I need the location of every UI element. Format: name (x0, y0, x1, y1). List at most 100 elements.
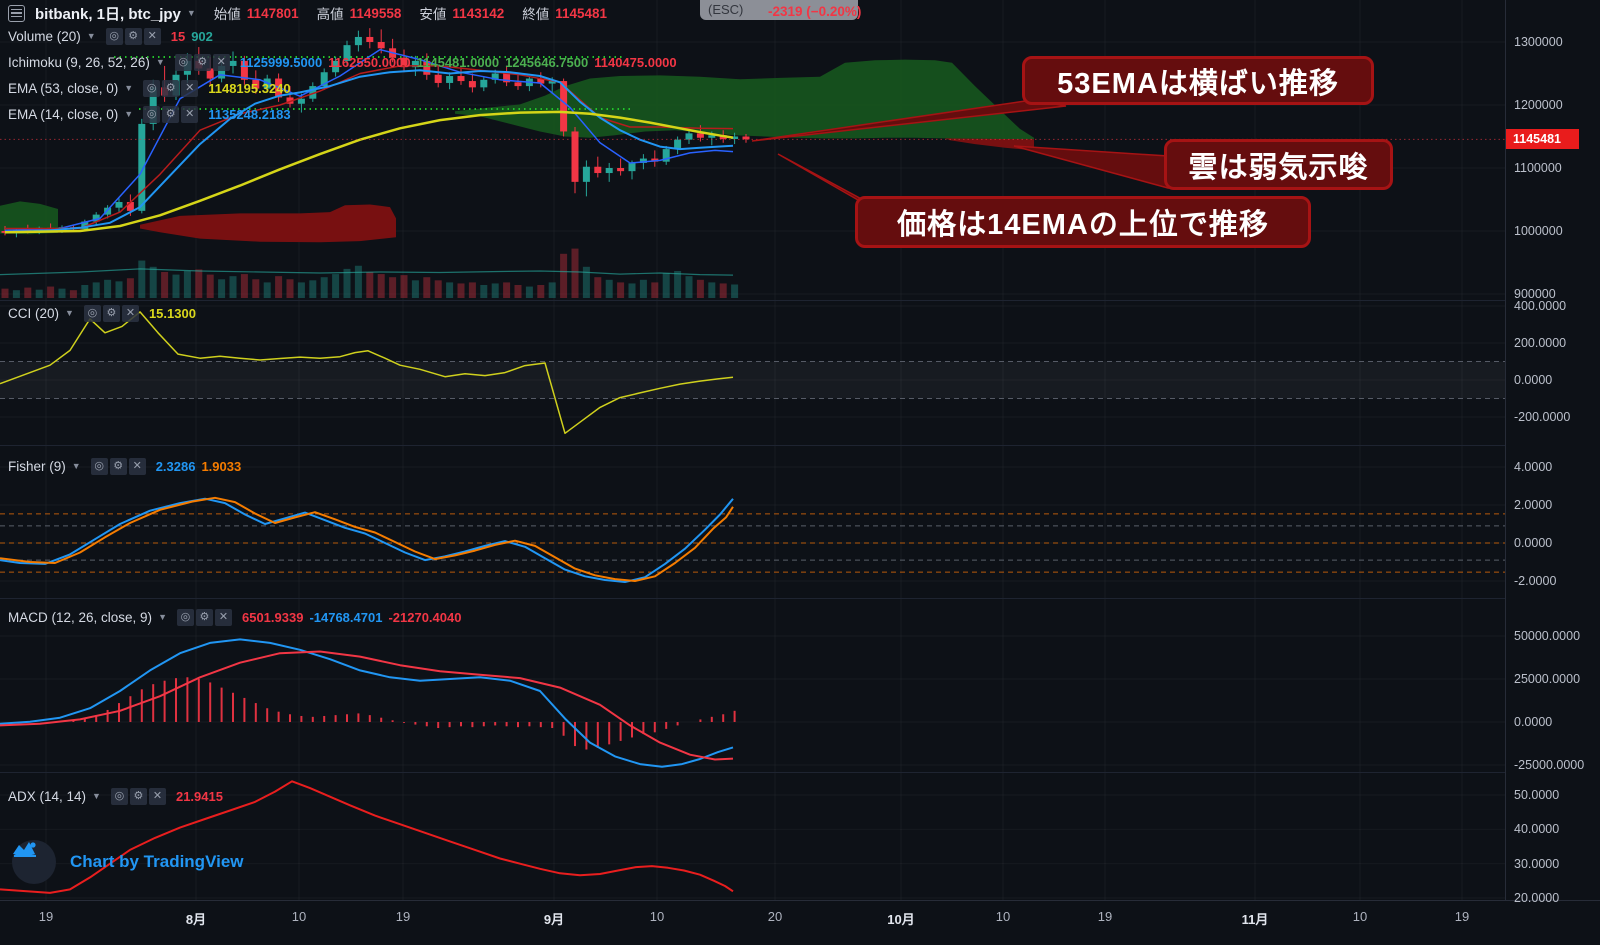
annotation-callout-3[interactable]: 価格は14EMAの上位で推移 (855, 196, 1311, 248)
change-value: -2319 (−0.20%) (768, 4, 862, 19)
legend-value: 1135248.2183 (208, 106, 291, 122)
pane-divider[interactable] (0, 598, 1505, 599)
chevron-down-icon[interactable]: ▼ (71, 461, 81, 471)
annotation-callout-1[interactable]: 53EMAは横ばい推移 (1022, 56, 1374, 105)
price-axis-label: -200.0000 (1514, 410, 1571, 424)
settings-gear-icon[interactable]: ⚙ (102, 304, 120, 322)
remove-icon[interactable]: ✕ (128, 457, 146, 475)
open-value: 1147801 (246, 5, 299, 21)
pane-divider[interactable] (0, 300, 1505, 301)
legend-ema: EMA (53, close, 0) ▼ ◎ ⚙ ✕ 1148195.3240 (8, 78, 291, 98)
settings-gear-icon[interactable]: ⚙ (109, 457, 127, 475)
last-price-tag: 1145481 (1506, 129, 1579, 150)
settings-gear-icon[interactable]: ⚙ (162, 79, 180, 97)
remove-icon[interactable]: ✕ (121, 304, 139, 322)
legend-title[interactable]: Volume (20) (8, 28, 81, 44)
legend-value: 902 (191, 28, 213, 44)
legend-title[interactable]: MACD (12, 26, close, 9) (8, 609, 153, 625)
kumo-red-right (945, 138, 1034, 151)
remove-icon[interactable]: ✕ (212, 53, 230, 71)
time-axis-label: 10 (995, 909, 1011, 924)
annotation-callout-2[interactable]: 雲は弱気示唆 (1164, 139, 1393, 190)
high-label: 高値 (316, 7, 344, 22)
chevron-down-icon[interactable]: ▼ (124, 109, 134, 119)
macd-line (0, 638, 734, 768)
pane-cci (0, 311, 1505, 435)
price-axis-label: 50000.0000 (1514, 629, 1581, 643)
legend-title[interactable]: EMA (14, close, 0) (8, 106, 119, 122)
settings-gear-icon[interactable]: ⚙ (124, 27, 142, 45)
macd-signal (0, 650, 734, 761)
remove-icon[interactable]: ✕ (148, 787, 166, 805)
chevron-down-icon[interactable]: ▼ (65, 308, 74, 318)
price-axis-label: 20.0000 (1514, 891, 1560, 905)
price-axis-label: 40.0000 (1514, 822, 1560, 837)
tradingview-attribution[interactable]: Chart by TradingView (12, 840, 244, 884)
price-axis-label: 0.0000 (1514, 715, 1553, 729)
legend-title[interactable]: ADX (14, 14) (8, 788, 87, 804)
hide-icon[interactable]: ◎ (143, 79, 161, 97)
legend-value: 1140475.0000 (594, 54, 677, 70)
hide-icon[interactable]: ◎ (83, 304, 101, 322)
legend-ema: EMA (14, close, 0) ▼ ◎ ⚙ ✕ 1135248.2183 (8, 104, 291, 124)
symbol-title[interactable]: bitbank, 1日, btc_jpy (35, 5, 181, 23)
time-axis[interactable]: 19 8月 10 19 9月 10 20 10月 10 19 11月 10 19 (0, 900, 1600, 945)
chevron-down-icon[interactable]: ▼ (186, 8, 196, 18)
chevron-down-icon[interactable]: ▼ (86, 31, 96, 41)
price-axis-label: 2.0000 (1514, 498, 1553, 512)
menu-icon[interactable] (8, 4, 25, 22)
legend-value: -14768.4701 (309, 609, 383, 625)
hide-icon[interactable]: ◎ (176, 608, 194, 626)
settings-gear-icon[interactable]: ⚙ (193, 53, 211, 71)
low-value: 1143142 (452, 5, 505, 21)
chart-canvas[interactable] (0, 0, 1505, 945)
attribution-text[interactable]: Chart by TradingView (70, 852, 244, 871)
ema-14 (4, 69, 734, 234)
open-label: 始値 (213, 7, 241, 22)
legend-value: 1.9033 (201, 458, 242, 474)
pane-divider[interactable] (0, 772, 1505, 773)
price-axis-label: 1000000 (1514, 224, 1563, 238)
annotation-tails (751, 99, 1169, 217)
remove-icon[interactable]: ✕ (181, 105, 199, 123)
time-axis-label: 8月 (185, 912, 207, 927)
pane-macd (0, 638, 736, 768)
hide-icon[interactable]: ◎ (105, 27, 123, 45)
hide-icon[interactable]: ◎ (110, 787, 128, 805)
remove-icon[interactable]: ✕ (214, 608, 232, 626)
volume-ma-line (0, 268, 734, 276)
price-axis-label: 0.0000 (1514, 373, 1553, 387)
ichimoku-kijun (5, 65, 734, 230)
legend-title[interactable]: CCI (20) (8, 305, 60, 321)
chevron-down-icon[interactable]: ▼ (124, 83, 134, 93)
chevron-down-icon[interactable]: ▼ (155, 57, 165, 67)
price-axis-label: 0.0000 (1514, 536, 1553, 550)
price-axis-label: 200.0000 (1514, 336, 1567, 350)
settings-gear-icon[interactable]: ⚙ (162, 105, 180, 123)
legend-value: 1125999.5000 (239, 54, 323, 70)
legend-title[interactable]: Ichimoku (9, 26, 52, 26) (8, 54, 150, 70)
remove-icon[interactable]: ✕ (143, 27, 161, 45)
price-axis[interactable]: 1300000 1200000 1100000 1000000 900000 400.00… (1505, 0, 1600, 905)
legend-title[interactable]: Fisher (9) (8, 458, 66, 474)
settings-gear-icon[interactable]: ⚙ (129, 787, 147, 805)
tradingview-logo-icon[interactable] (12, 840, 56, 884)
settings-gear-icon[interactable]: ⚙ (195, 608, 213, 626)
ichimoku-tenkan (4, 48, 734, 232)
cci-band (0, 361, 1505, 399)
chevron-down-icon[interactable]: ▼ (92, 791, 101, 801)
chevron-down-icon[interactable]: ▼ (158, 612, 167, 622)
hide-icon[interactable]: ◎ (90, 457, 108, 475)
legend-adx: ADX (14, 14) ▼ ◎ ⚙ ✕ 21.9415 (8, 786, 223, 806)
legend-title[interactable]: EMA (53, close, 0) (8, 80, 119, 96)
remove-icon[interactable]: ✕ (181, 79, 199, 97)
price-axis-label: -25000.0000 (1514, 758, 1585, 772)
hide-icon[interactable]: ◎ (143, 105, 161, 123)
pane-divider[interactable] (0, 445, 1505, 446)
hide-icon[interactable]: ◎ (174, 53, 192, 71)
legend-volume: Volume (20) ▼ ◎ ⚙ ✕ 15 902 (8, 26, 213, 46)
price-axis-label: 400.0000 (1514, 299, 1567, 313)
time-axis-label: 20 (767, 909, 783, 924)
time-axis-label: 19 (1097, 909, 1113, 924)
adx-line (0, 780, 734, 894)
